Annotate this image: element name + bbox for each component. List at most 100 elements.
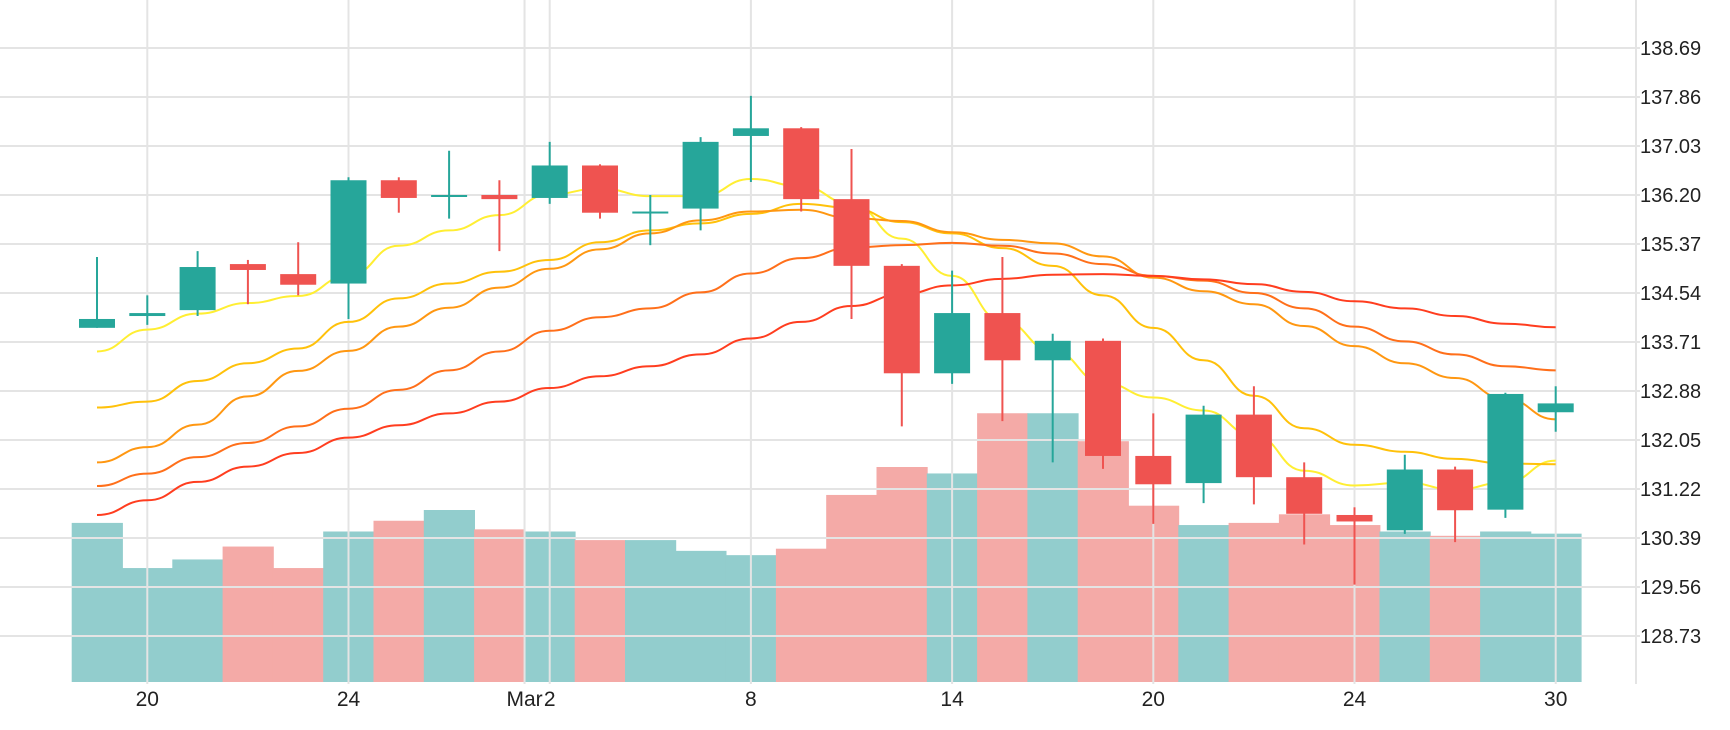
candle-body [79, 318, 115, 328]
candle-body [1487, 393, 1524, 510]
candle-body [934, 313, 971, 374]
candle [1185, 405, 1222, 504]
candle-body [984, 313, 1021, 361]
time-tick-label: 24 [337, 688, 361, 711]
candle-body [1135, 455, 1172, 485]
volume-bar [222, 546, 274, 682]
price-tick-label: 133.71 [1640, 332, 1701, 354]
volume-bar [1429, 535, 1481, 682]
candle [682, 137, 719, 231]
candle [1386, 454, 1423, 534]
price-tick-label: 134.54 [1640, 283, 1701, 305]
moving-average-line [96, 178, 1556, 491]
candle [732, 95, 769, 183]
candle [330, 177, 367, 319]
candle-body [330, 180, 367, 284]
candle [1286, 462, 1323, 545]
time-axis: 20 24 Mar 2 8 14 20 24 30 [136, 688, 1568, 711]
volume-bar [826, 494, 878, 682]
candle [129, 295, 166, 325]
volume-bar [977, 413, 1029, 682]
moving-average-line [96, 241, 1556, 488]
candle [883, 264, 920, 427]
candle-body [481, 195, 518, 200]
moving-average-lines [96, 178, 1556, 516]
candle-body [783, 128, 820, 200]
candle [1235, 386, 1272, 505]
candle [431, 150, 468, 219]
time-tick-label: 30 [1544, 688, 1567, 711]
volume-bar [775, 548, 828, 682]
candle-body [229, 264, 266, 270]
candle [934, 270, 971, 384]
volume-bar [1228, 522, 1280, 682]
price-tick-label: 136.20 [1640, 185, 1701, 207]
volume-bar [71, 522, 123, 682]
volume-bar [474, 529, 526, 682]
volume-bar [373, 520, 425, 682]
price-tick-label: 130.39 [1640, 528, 1701, 550]
candle-body [1085, 340, 1121, 456]
candle-body [1185, 414, 1222, 484]
volume-bar [1379, 531, 1431, 682]
candle-body [632, 211, 669, 214]
candles [79, 95, 1574, 585]
price-tick-label: 135.37 [1640, 234, 1701, 256]
candle-body [1034, 340, 1071, 361]
candle-body [1437, 469, 1474, 511]
candle [1135, 413, 1172, 524]
candle-body [883, 265, 920, 374]
candle-body [280, 274, 317, 285]
volume-bar [625, 540, 677, 682]
candle [1437, 466, 1474, 543]
candle-body [531, 165, 568, 198]
time-tick-label: 2 [544, 688, 556, 711]
candle [481, 180, 518, 252]
candle [582, 164, 618, 219]
candle-body [129, 313, 166, 317]
candle [833, 148, 870, 319]
volume-bar [574, 540, 626, 682]
candle [632, 195, 669, 246]
candle [280, 242, 317, 296]
candle [1336, 507, 1373, 585]
candle-body [1336, 514, 1373, 522]
candle [531, 141, 568, 204]
candle [229, 259, 266, 305]
price-tick-label: 138.69 [1640, 38, 1701, 60]
candle-body [1286, 477, 1323, 514]
candle [179, 251, 216, 317]
time-tick-label: 20 [136, 688, 159, 711]
price-tick-label: 131.22 [1640, 479, 1701, 501]
price-axis: 128.73 129.56 130.39 131.22 132.05 132.88 133.… [1636, 38, 1701, 648]
candle [79, 256, 115, 328]
candle [1085, 338, 1121, 469]
candle [1034, 333, 1071, 463]
price-tick-label: 129.56 [1640, 577, 1701, 599]
volume-bar [423, 510, 475, 682]
candle [1487, 392, 1524, 518]
candle-body [1235, 414, 1272, 478]
time-tick-label: Mar [506, 688, 542, 711]
candle [783, 127, 820, 212]
candle-body [582, 165, 618, 213]
candle-body [1386, 469, 1423, 531]
volume-bar [876, 467, 928, 682]
candle-body [682, 141, 719, 209]
candle-body [431, 195, 468, 197]
candle [1537, 386, 1574, 432]
price-tick-label: 128.73 [1640, 626, 1701, 648]
moving-average-line [96, 208, 1556, 464]
volume-bar [272, 568, 325, 682]
moving-average-line [96, 202, 1556, 466]
volume-bar [1077, 441, 1129, 682]
price-tick-label: 132.88 [1640, 381, 1701, 403]
candle-body [732, 128, 769, 136]
candle-body [380, 180, 417, 198]
price-tick-label: 137.03 [1640, 136, 1701, 158]
candle [984, 256, 1021, 422]
moving-average-line [96, 273, 1556, 516]
volume-bar [675, 550, 727, 682]
time-tick-label: 24 [1343, 688, 1367, 711]
